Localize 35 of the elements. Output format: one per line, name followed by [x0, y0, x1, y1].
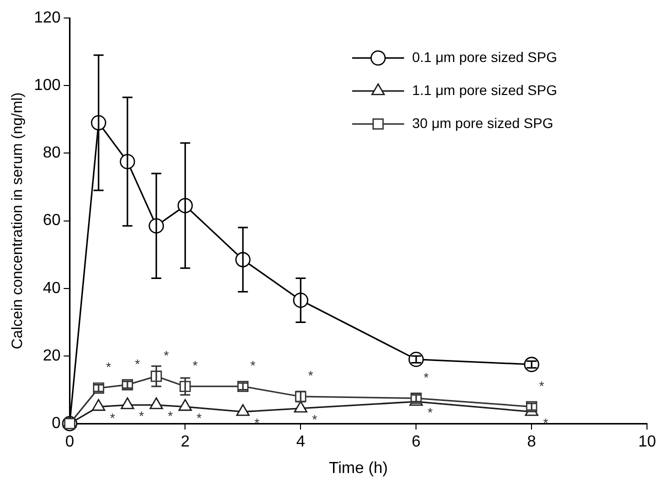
y-axis-title: Calcein concentration in serum (ng/ml) — [9, 92, 26, 350]
annotation: * — [196, 410, 202, 426]
annotation: * — [312, 412, 318, 427]
annotation: * — [134, 356, 140, 372]
y-tick-label: 80 — [42, 144, 61, 162]
annotation: * — [250, 358, 256, 373]
annotation: * — [254, 415, 260, 430]
y-tick-label: 0 — [52, 415, 61, 432]
x-tick-label: 8 — [527, 434, 536, 451]
annotation: * — [424, 370, 429, 385]
y-tick-label: 120 — [34, 9, 61, 26]
annotation: * — [138, 408, 144, 424]
annotation: * — [168, 408, 173, 424]
x-axis-title: Time (h) — [328, 460, 388, 477]
legend-label: 0.1 μm pore sized SPG — [412, 48, 558, 65]
legend-label: 30 μm pore sized SPG — [412, 114, 554, 131]
legend-label: 1.1 μm pore sized SPG — [412, 82, 558, 98]
y-tick-label: 40 — [42, 280, 61, 297]
x-tick-label: 6 — [412, 434, 421, 451]
y-tick-label: 100 — [34, 77, 61, 94]
y-tick-label: 20 — [42, 347, 61, 364]
y-tick-label: 60 — [42, 212, 61, 230]
annotation: * — [164, 348, 169, 363]
x-tick-label: 10 — [638, 434, 656, 451]
annotation: * — [539, 378, 544, 394]
annotation: * — [106, 360, 112, 375]
annotation: * — [543, 415, 548, 430]
point — [408, 352, 424, 368]
annotation: * — [308, 368, 314, 384]
annotation: * — [428, 405, 433, 420]
annotation: * — [110, 410, 116, 426]
x-tick-label: 0 — [65, 434, 74, 451]
annotation: * — [192, 358, 198, 373]
x-tick-label: 4 — [296, 434, 306, 451]
x-tick-label: 2 — [180, 434, 190, 451]
